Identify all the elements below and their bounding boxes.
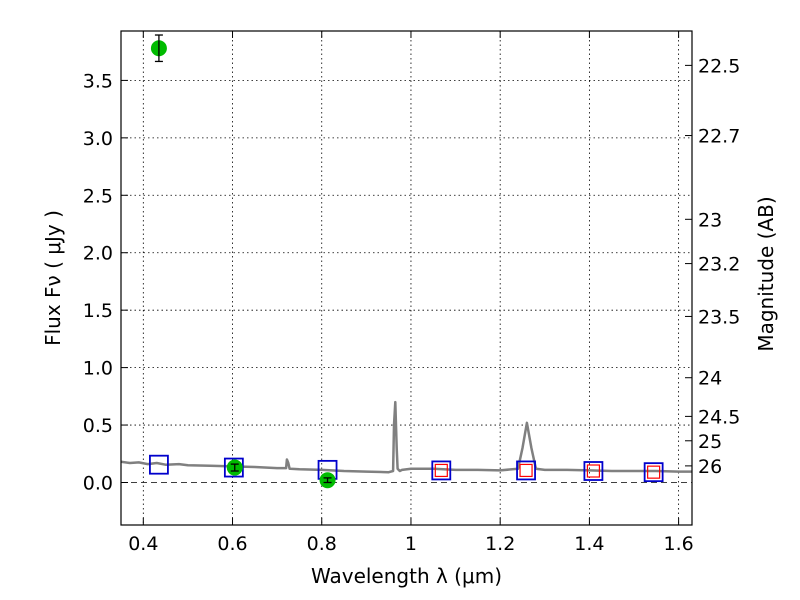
series-layer [120,34,692,489]
model-photometry-marker [223,457,244,478]
model-photometry-marker [431,460,452,481]
x-tick-label: 0.6 [217,533,247,555]
y2-axis-label: Magnitude (AB) [754,196,778,351]
model-photometry-marker [583,461,604,481]
y2-tick-label: 22.7 [698,126,740,148]
y-axis-label: Flux Fν ( μJy ) [41,210,65,346]
grid [121,31,692,525]
model-photometry-inner-marker [434,463,448,478]
x-tick-label: 1.6 [664,533,694,555]
y2-tick-label: 22.5 [698,55,740,77]
x-axis-label: Wavelength λ (μm) [311,564,502,588]
model-photometry-inner-marker [586,464,601,478]
spectrum-line [120,400,692,474]
x-tick-label: 1 [405,533,417,555]
y-tick-label: 1.0 [83,358,113,380]
y-tick-label: 3.0 [83,128,113,150]
x-tick-label: 0.4 [128,533,158,555]
plot-frame [120,30,693,526]
y2-tick-label: 23.2 [698,254,740,276]
y-tick-label: 3.5 [83,70,113,92]
y-tick-label: 0.5 [83,415,113,437]
model-photometry-inner-marker [647,465,661,479]
y-tick-label: 2.0 [83,243,113,265]
y2-tick-label: 23 [698,209,722,231]
ticks: 0.4 0.6 0.8 1 1.2 1.4 1.6 0.0 0.5 1.0 1.5 2.0 2.5 3.0… [83,31,740,555]
y2-tick-label: 24 [698,368,722,390]
model-photometry-marker [643,462,664,483]
model-photometry-marker [516,460,536,481]
x-tick-label: 0.8 [307,533,337,555]
y-tick-label: 0.0 [83,472,113,494]
model-photometry-inner-marker [519,463,533,478]
y2-tick-label: 25 [698,431,722,453]
y2-tick-label: 26 [698,456,722,478]
x-tick-label: 1.2 [485,533,515,555]
model-photometry-marker [149,454,169,475]
y-tick-label: 2.5 [83,185,113,207]
x-tick-label: 1.4 [574,533,604,555]
y-tick-label: 1.5 [83,300,113,322]
y2-tick-label: 23.5 [698,306,740,328]
y2-tick-label: 24.5 [698,406,740,428]
